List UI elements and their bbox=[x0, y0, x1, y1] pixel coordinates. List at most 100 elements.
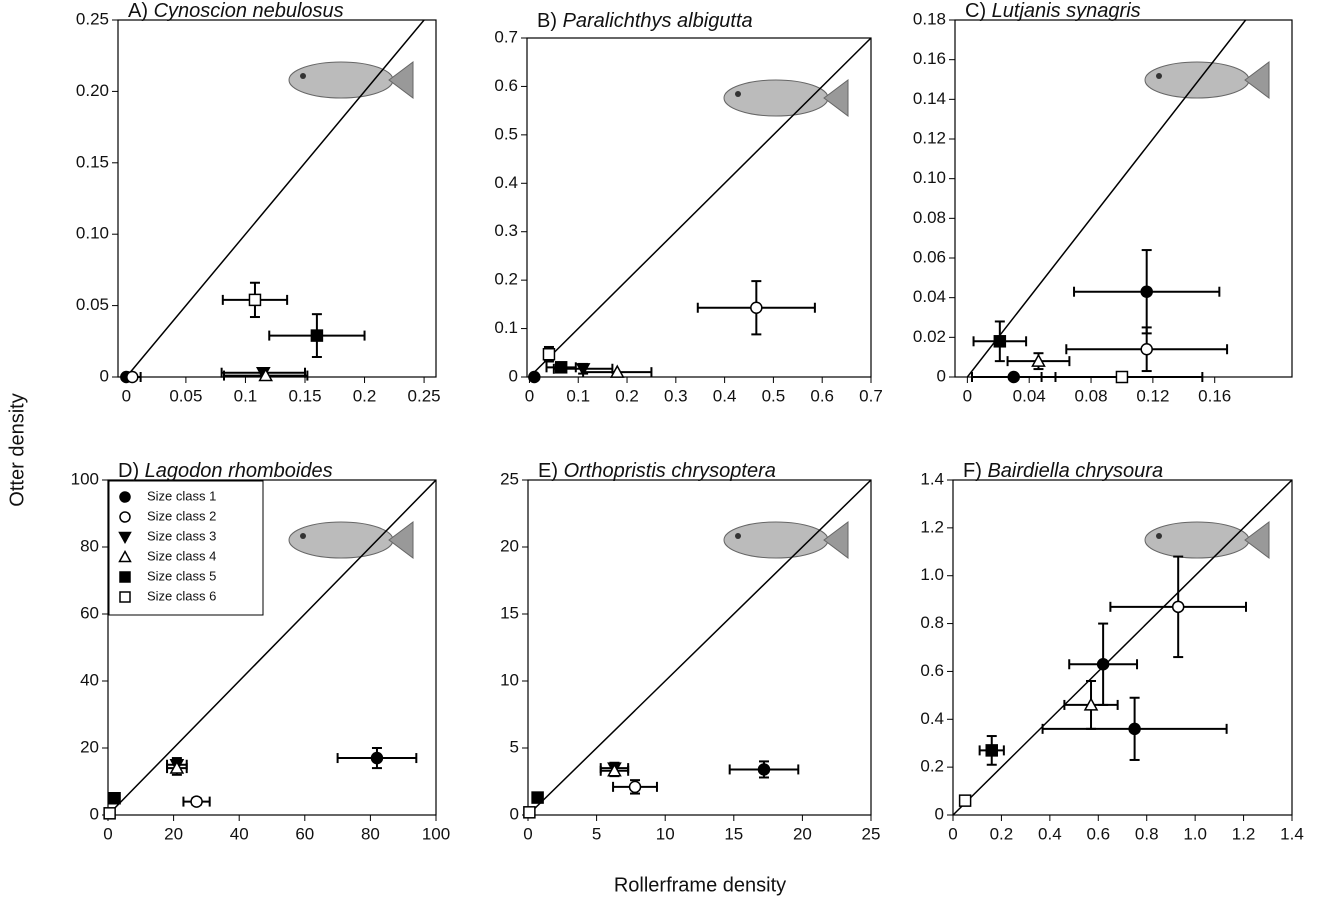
plot-frame bbox=[952, 479, 1293, 816]
y-tick-label: 1.4 bbox=[920, 469, 944, 488]
x-tick-label: 0.6 bbox=[810, 386, 834, 405]
x-tick-label: 1.4 bbox=[1280, 824, 1304, 843]
y-axis-label: Otter density bbox=[6, 393, 28, 506]
point bbox=[1128, 722, 1141, 736]
species-name: Cynoscion nebulosus bbox=[154, 0, 344, 22]
point bbox=[628, 780, 642, 794]
plot-content bbox=[108, 480, 436, 815]
legend-label: Size class 6 bbox=[147, 588, 216, 603]
y-tick-label: 0 bbox=[935, 804, 944, 823]
point bbox=[119, 491, 131, 503]
panel-title: B) Paralichthys albigutta bbox=[537, 10, 753, 32]
x-tick-label: 80 bbox=[361, 824, 380, 843]
fish-eye bbox=[735, 533, 741, 539]
x-tick-label: 0 bbox=[523, 824, 532, 843]
point bbox=[258, 367, 274, 382]
panel-label: F) bbox=[963, 460, 982, 482]
x-tick-label: 20 bbox=[164, 824, 183, 843]
identity-line bbox=[966, 20, 1247, 377]
legend-label: Size class 5 bbox=[147, 568, 216, 583]
x-tick-label: 0.05 bbox=[169, 386, 202, 405]
point bbox=[1115, 370, 1129, 384]
y-tick-label: 20 bbox=[500, 536, 519, 555]
y-tick-label: 0.2 bbox=[920, 757, 944, 776]
x-tick-label: 0.1 bbox=[566, 386, 590, 405]
x-tick-label: 0.12 bbox=[1136, 386, 1169, 405]
x-tick-label: 1.0 bbox=[1183, 824, 1207, 843]
x-tick-label: 0.4 bbox=[713, 386, 737, 405]
y-tick-label: 0 bbox=[100, 366, 109, 385]
point bbox=[1171, 600, 1185, 614]
point bbox=[119, 511, 131, 523]
identity-line bbox=[108, 480, 436, 815]
x-tick-label: 15 bbox=[724, 824, 743, 843]
species-name: Orthopristis chrysoptera bbox=[564, 460, 776, 482]
y-tick-label: 100 bbox=[71, 469, 99, 488]
fish-body bbox=[1144, 521, 1250, 559]
fish-tail bbox=[388, 521, 414, 559]
y-tick-label: 0.14 bbox=[913, 89, 946, 108]
panel-label: A) bbox=[128, 0, 148, 22]
y-tick-label: 60 bbox=[80, 603, 99, 622]
point bbox=[169, 760, 185, 774]
x-tick-label: 100 bbox=[422, 824, 450, 843]
legend-label: Size class 2 bbox=[147, 508, 216, 523]
point bbox=[248, 293, 262, 307]
point bbox=[126, 370, 139, 384]
panel: B) Paralichthys albigutta 0 0.1 0.2 0.3 0.4 0.… bbox=[494, 10, 882, 405]
panel-title: D) Lagodon rhomboides bbox=[118, 460, 333, 482]
fish-tail bbox=[823, 521, 849, 559]
point bbox=[542, 347, 556, 361]
identity-line bbox=[528, 480, 871, 815]
legend: Size class 1 Size class 2 Size class 3 Size… bbox=[108, 480, 264, 616]
point bbox=[103, 807, 116, 820]
x-tick-label: 0.6 bbox=[1086, 824, 1110, 843]
panel: E) Orthopristis chrysoptera 0 5 10 15 20 25 0 5 1… bbox=[500, 460, 880, 843]
x-tick-label: 0 bbox=[525, 386, 534, 405]
point bbox=[607, 763, 622, 777]
point bbox=[1007, 370, 1020, 384]
y-tick-label: 0.20 bbox=[76, 81, 109, 100]
identity-line bbox=[528, 38, 871, 377]
legend-box bbox=[108, 480, 264, 616]
species-name: Lutjanis synagris bbox=[992, 0, 1141, 22]
point bbox=[1083, 697, 1099, 711]
x-tick-label: 0.8 bbox=[1135, 824, 1159, 843]
x-tick-label: 0.08 bbox=[1074, 386, 1107, 405]
panel-label: D) bbox=[118, 460, 139, 482]
point bbox=[528, 370, 541, 384]
y-tick-label: 0.10 bbox=[76, 224, 109, 243]
point bbox=[609, 364, 625, 378]
panel: F) Bairdiella chrysoura 0 0.2 0.4 0.6 0.8 1.0 1… bbox=[920, 460, 1303, 843]
y-tick-label: 15 bbox=[500, 603, 519, 622]
y-tick-label: 0.6 bbox=[920, 661, 944, 680]
x-tick-label: 5 bbox=[592, 824, 601, 843]
x-tick-label: 0.4 bbox=[1038, 824, 1062, 843]
x-tick-label: 0 bbox=[948, 824, 957, 843]
fish-eye bbox=[1156, 533, 1162, 539]
y-tick-label: 0.8 bbox=[920, 613, 944, 632]
point bbox=[118, 531, 132, 545]
point bbox=[1096, 658, 1110, 671]
panel-label: B) bbox=[537, 10, 557, 32]
plot-content bbox=[528, 480, 871, 815]
y-tick-label: 0.16 bbox=[913, 49, 946, 68]
y-tick-label: 0.18 bbox=[913, 9, 946, 28]
y-tick-label: 0.08 bbox=[913, 208, 946, 227]
legend-label: Size class 1 bbox=[147, 488, 216, 503]
point bbox=[108, 792, 121, 805]
panel-label: E) bbox=[538, 460, 558, 482]
y-tick-label: 1.0 bbox=[920, 565, 944, 584]
x-tick-label: 0.15 bbox=[288, 386, 321, 405]
y-tick-label: 0 bbox=[509, 366, 518, 385]
point bbox=[310, 329, 324, 342]
y-tick-label: 0.1 bbox=[494, 318, 518, 337]
x-tick-label: 60 bbox=[295, 824, 314, 843]
legend-label: Size class 4 bbox=[147, 548, 216, 563]
point bbox=[370, 751, 384, 765]
fish-tail bbox=[1244, 61, 1270, 99]
fish-eye bbox=[300, 73, 306, 79]
species-name: Lagodon rhomboides bbox=[145, 460, 333, 482]
y-tick-label: 25 bbox=[500, 469, 519, 488]
